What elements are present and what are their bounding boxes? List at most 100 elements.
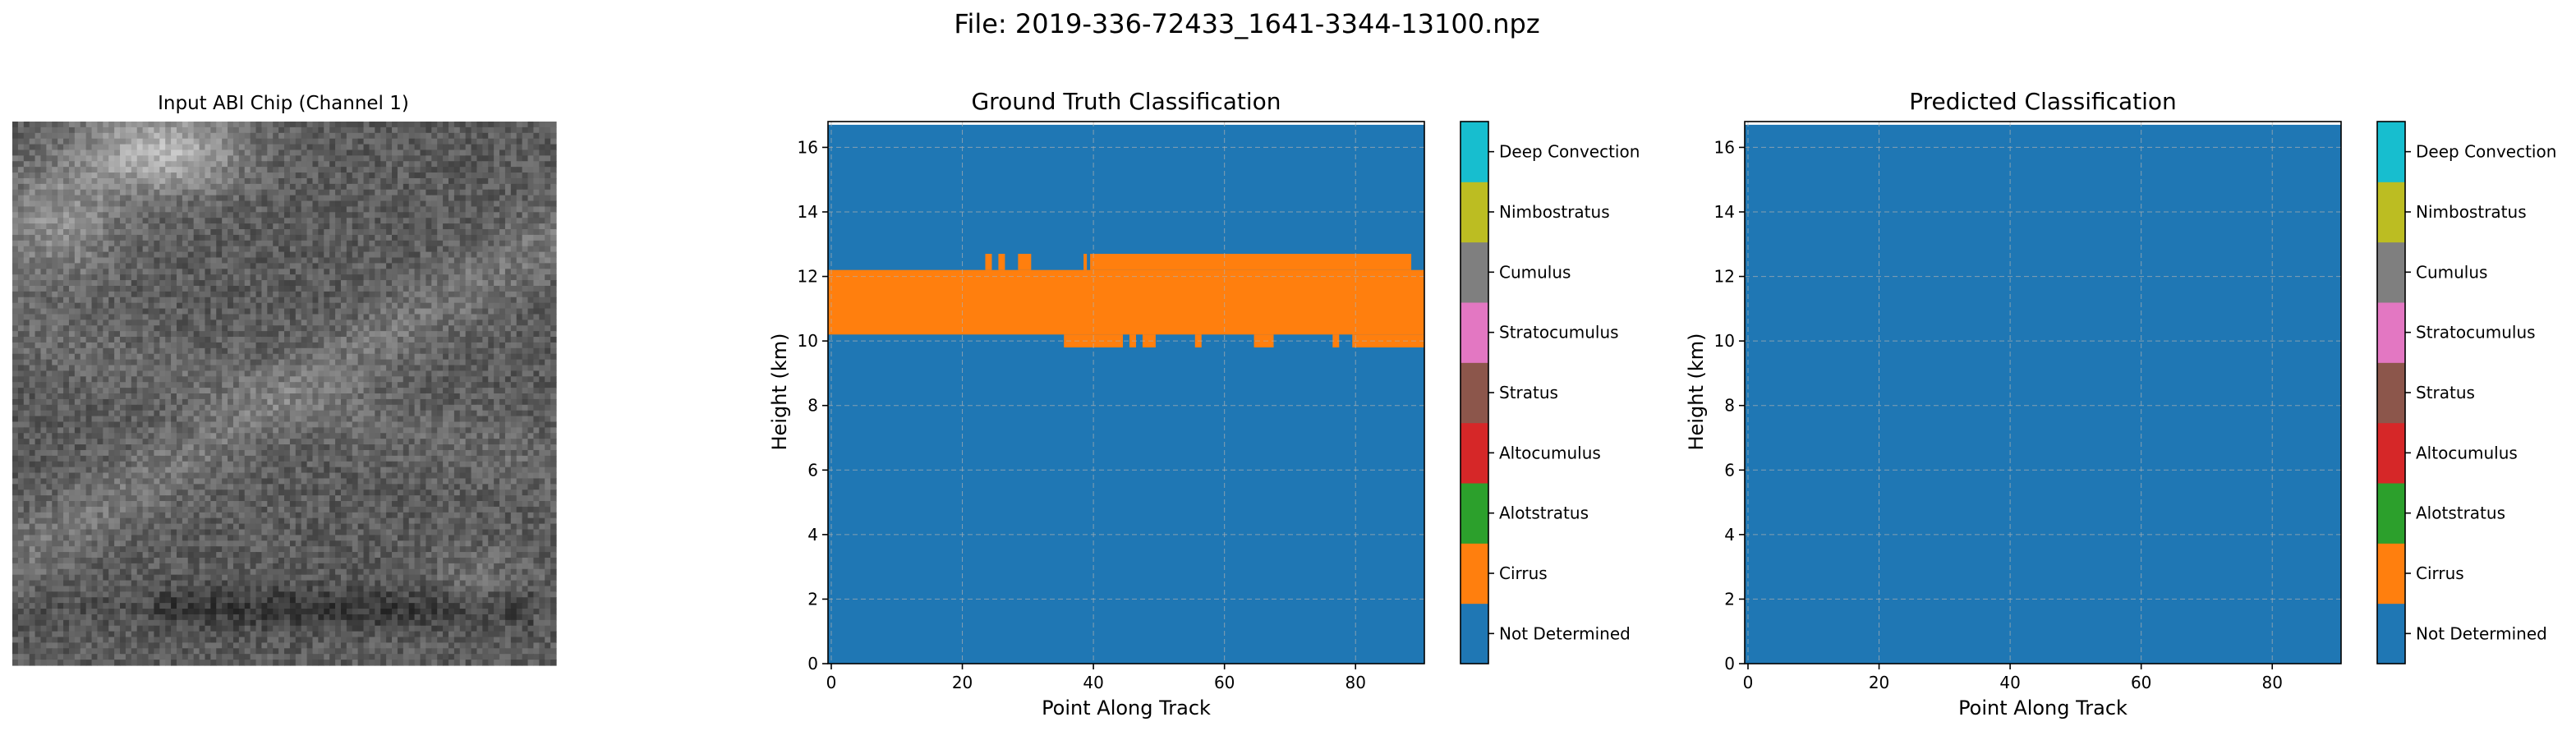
- chip-pixel: [380, 347, 387, 355]
- chip-pixel: [176, 251, 183, 259]
- chip-pixel: [238, 370, 246, 377]
- chip-pixel: [182, 308, 189, 315]
- chip-pixel: [306, 183, 314, 191]
- chip-pixel: [228, 280, 234, 287]
- chip-pixel: [182, 393, 189, 400]
- chip-pixel: [244, 138, 251, 145]
- chip-pixel: [108, 161, 115, 168]
- chip-pixel: [453, 308, 461, 315]
- chip-pixel: [499, 183, 506, 191]
- chip-pixel: [23, 167, 30, 173]
- chip-pixel: [273, 195, 279, 202]
- chip-pixel: [346, 177, 353, 185]
- chip-pixel: [437, 155, 444, 162]
- chip-pixel: [494, 234, 500, 241]
- chip-pixel: [499, 280, 506, 287]
- chip-pixel: [414, 189, 421, 196]
- chip-pixel: [68, 167, 76, 173]
- chip-pixel: [527, 195, 535, 202]
- chip-pixel: [238, 167, 246, 173]
- chip-pixel: [284, 325, 291, 332]
- chip-pixel: [80, 189, 87, 196]
- chip-pixel: [516, 302, 523, 310]
- chip-pixel: [329, 177, 336, 185]
- chip-pixel: [510, 337, 518, 343]
- chip-pixel: [397, 189, 404, 196]
- chip-pixel: [329, 285, 336, 292]
- chip-pixel: [510, 285, 518, 292]
- chip-pixel: [232, 218, 240, 224]
- chip-pixel: [476, 331, 483, 338]
- chip-pixel: [182, 234, 189, 241]
- chip-pixel: [142, 337, 150, 343]
- chip-pixel: [443, 229, 449, 236]
- chip-pixel: [295, 206, 302, 213]
- chip-pixel: [199, 353, 206, 361]
- chip-pixel: [363, 251, 370, 259]
- chip-pixel: [108, 308, 115, 315]
- chip-pixel: [250, 183, 257, 191]
- input-chip-panel: Input ABI Chip (Channel 1): [12, 93, 557, 666]
- chip-pixel: [46, 263, 53, 269]
- chip-pixel: [108, 229, 115, 236]
- chip-pixel: [23, 257, 30, 264]
- chip-pixel: [494, 126, 500, 134]
- chip-pixel: [165, 218, 172, 224]
- chip-pixel: [414, 206, 421, 213]
- chip-pixel: [165, 314, 172, 320]
- chip-pixel: [176, 263, 183, 269]
- chip-pixel: [499, 240, 506, 247]
- chip-pixel: [29, 410, 36, 417]
- chip-pixel: [154, 302, 160, 310]
- chip-pixel: [504, 167, 512, 173]
- chip-pixel: [29, 212, 36, 218]
- chip-pixel: [516, 285, 523, 292]
- chip-pixel: [193, 257, 200, 264]
- chip-pixel: [386, 223, 393, 230]
- chip-pixel: [397, 161, 404, 168]
- chip-pixel: [301, 280, 308, 287]
- chip-pixel: [29, 183, 36, 191]
- chip-pixel: [68, 404, 76, 411]
- chip-pixel: [171, 223, 177, 230]
- chip-pixel: [550, 285, 557, 292]
- chip-pixel: [165, 285, 172, 292]
- chip-pixel: [318, 206, 324, 213]
- chip-pixel: [193, 138, 200, 145]
- chip-pixel: [52, 189, 58, 196]
- chip-pixel: [125, 376, 132, 383]
- chip-pixel: [392, 167, 398, 173]
- chip-pixel: [267, 320, 274, 326]
- chip-pixel: [448, 161, 455, 168]
- chip-pixel: [97, 285, 104, 292]
- chip-pixel: [380, 280, 387, 287]
- chip-pixel: [414, 331, 421, 338]
- chip-pixel: [301, 297, 308, 304]
- chip-pixel: [301, 200, 308, 208]
- chip-pixel: [85, 347, 93, 355]
- chip-pixel: [193, 376, 200, 383]
- chip-pixel: [504, 229, 512, 236]
- chip-pixel: [40, 274, 47, 281]
- chip-pixel: [255, 359, 263, 366]
- chip-pixel: [125, 263, 132, 269]
- chip-pixel: [284, 331, 291, 338]
- chip-pixel: [205, 149, 211, 156]
- chip-pixel: [273, 308, 279, 315]
- chip-pixel: [550, 149, 557, 156]
- chip-pixel: [510, 370, 518, 377]
- chip-pixel: [533, 155, 540, 162]
- chip-pixel: [289, 195, 297, 202]
- chip-pixel: [527, 365, 535, 372]
- chip-pixel: [68, 212, 76, 218]
- chip-pixel: [408, 410, 416, 417]
- chip-pixel: [533, 189, 540, 196]
- chip-pixel: [431, 398, 438, 406]
- chip-pixel: [324, 189, 330, 196]
- chip-pixel: [80, 280, 87, 287]
- chip-pixel: [488, 269, 494, 275]
- chip-pixel: [476, 297, 483, 304]
- chip-pixel: [244, 183, 251, 191]
- chip-pixel: [516, 246, 523, 253]
- chip-pixel: [318, 404, 324, 411]
